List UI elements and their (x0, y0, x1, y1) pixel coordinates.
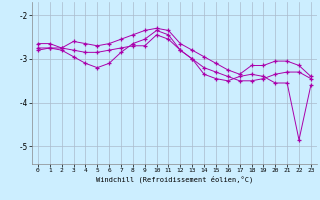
X-axis label: Windchill (Refroidissement éolien,°C): Windchill (Refroidissement éolien,°C) (96, 176, 253, 183)
